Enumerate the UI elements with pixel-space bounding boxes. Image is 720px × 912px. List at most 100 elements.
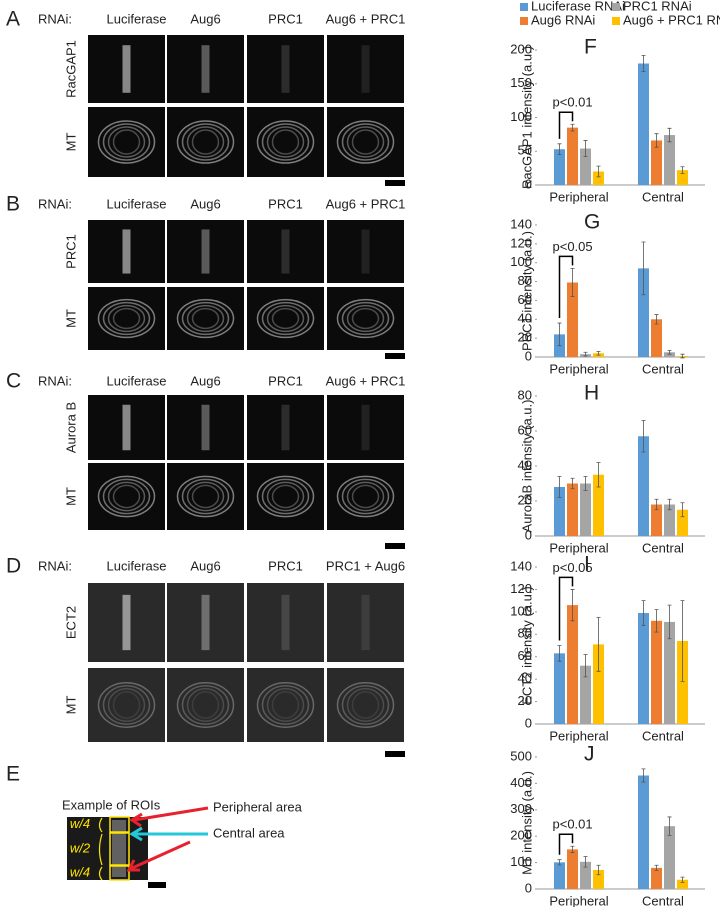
bar bbox=[593, 171, 604, 185]
bar bbox=[567, 127, 578, 185]
spindle bbox=[336, 120, 395, 164]
spindle bbox=[181, 478, 230, 515]
micrograph bbox=[327, 287, 404, 350]
spindle bbox=[112, 691, 141, 719]
midzone-signal bbox=[201, 229, 210, 274]
midzone-signal bbox=[122, 45, 131, 93]
micrograph bbox=[88, 287, 165, 350]
spindle bbox=[181, 685, 230, 725]
micrograph bbox=[88, 668, 165, 742]
roi-width: w/4 bbox=[70, 816, 90, 831]
error-bar bbox=[570, 267, 575, 298]
column-label: Aug6 bbox=[190, 196, 220, 211]
y-tick-label: 150 bbox=[510, 75, 532, 90]
spindle bbox=[107, 481, 146, 512]
y-tick-label: 120 bbox=[510, 581, 532, 596]
error-bar bbox=[570, 123, 575, 132]
error-bar bbox=[583, 476, 588, 491]
bar bbox=[554, 487, 565, 536]
significance-bracket bbox=[558, 111, 574, 139]
spindle bbox=[107, 304, 146, 333]
spindle bbox=[112, 129, 141, 155]
micrograph bbox=[167, 463, 244, 530]
bar bbox=[554, 862, 565, 889]
error-bar bbox=[583, 140, 588, 158]
column-label: Aug6 + PRC1 bbox=[326, 196, 406, 211]
y-tick-label: 400 bbox=[510, 775, 532, 790]
y-tick-label: 80 bbox=[518, 387, 532, 402]
error-bar bbox=[596, 617, 601, 672]
error-bar bbox=[641, 55, 646, 72]
bar bbox=[677, 879, 688, 889]
bar bbox=[638, 775, 649, 889]
spindle bbox=[176, 120, 235, 164]
midzone-signal bbox=[201, 45, 210, 93]
y-tick-label: 100 bbox=[510, 854, 532, 869]
y-tick-label: 40 bbox=[518, 671, 532, 686]
panel-letter: I bbox=[584, 553, 590, 576]
x-tick-label: Central bbox=[642, 361, 684, 376]
x-tick-label: Central bbox=[642, 189, 684, 204]
arrow bbox=[129, 826, 208, 842]
spindle bbox=[351, 484, 380, 509]
roi-title: Example of ROIs bbox=[62, 797, 161, 812]
spindle bbox=[351, 129, 380, 155]
micrograph bbox=[88, 463, 165, 530]
micrograph bbox=[247, 668, 324, 742]
micrograph bbox=[247, 287, 324, 350]
error-bar bbox=[596, 864, 601, 876]
spindle bbox=[102, 301, 151, 336]
y-tick-label: 100 bbox=[510, 254, 532, 269]
y-tick-label: 40 bbox=[518, 457, 532, 472]
spindle bbox=[266, 481, 305, 512]
significance-label: p<0.01 bbox=[553, 95, 593, 110]
arrow bbox=[126, 840, 191, 872]
micrograph bbox=[247, 35, 324, 103]
spindle bbox=[181, 301, 230, 336]
midzone-signal bbox=[122, 229, 131, 274]
y-tick-label: 40 bbox=[518, 311, 532, 326]
error-bar bbox=[641, 420, 646, 453]
bar bbox=[651, 140, 662, 185]
spindle bbox=[256, 120, 315, 164]
legend-label: Aug6 RNAi bbox=[531, 12, 595, 27]
column-label: Luciferase bbox=[107, 558, 167, 573]
scale-bar bbox=[385, 751, 405, 757]
column-label: Aug6 bbox=[190, 373, 220, 388]
error-bar bbox=[596, 462, 601, 488]
bar bbox=[651, 867, 662, 889]
spindle bbox=[186, 688, 225, 722]
area-label: Central area bbox=[213, 825, 285, 840]
spindle bbox=[97, 682, 156, 728]
panel-letter: E bbox=[6, 763, 20, 786]
panel-letter: C bbox=[6, 370, 21, 393]
bar bbox=[580, 665, 591, 724]
error-bar bbox=[667, 350, 672, 355]
error-bar bbox=[680, 600, 685, 682]
midzone-signal bbox=[361, 229, 370, 274]
x-tick-label: Central bbox=[642, 893, 684, 907]
bar bbox=[651, 504, 662, 536]
column-label: PRC1 bbox=[268, 196, 303, 211]
y-tick-label: 60 bbox=[518, 422, 532, 437]
roi-brace bbox=[98, 866, 103, 881]
row-label: RacGAP1 bbox=[63, 40, 78, 98]
spindle bbox=[266, 304, 305, 333]
micrograph bbox=[327, 107, 404, 177]
micrograph bbox=[247, 463, 324, 530]
x-tick-label: Peripheral bbox=[549, 540, 608, 555]
error-bar bbox=[557, 645, 562, 662]
spindle bbox=[271, 307, 300, 330]
error-bar bbox=[570, 845, 575, 853]
y-tick-label: 80 bbox=[518, 626, 532, 641]
roi-width: w/4 bbox=[70, 864, 90, 879]
micrograph bbox=[327, 395, 404, 460]
bar bbox=[677, 170, 688, 185]
bar bbox=[567, 282, 578, 357]
column-label: PRC1 + Aug6 bbox=[326, 558, 405, 573]
roi-width: w/2 bbox=[70, 840, 91, 855]
micrograph bbox=[327, 220, 404, 283]
y-tick-label: 60 bbox=[518, 648, 532, 663]
micrograph bbox=[167, 668, 244, 742]
spindle bbox=[266, 688, 305, 722]
